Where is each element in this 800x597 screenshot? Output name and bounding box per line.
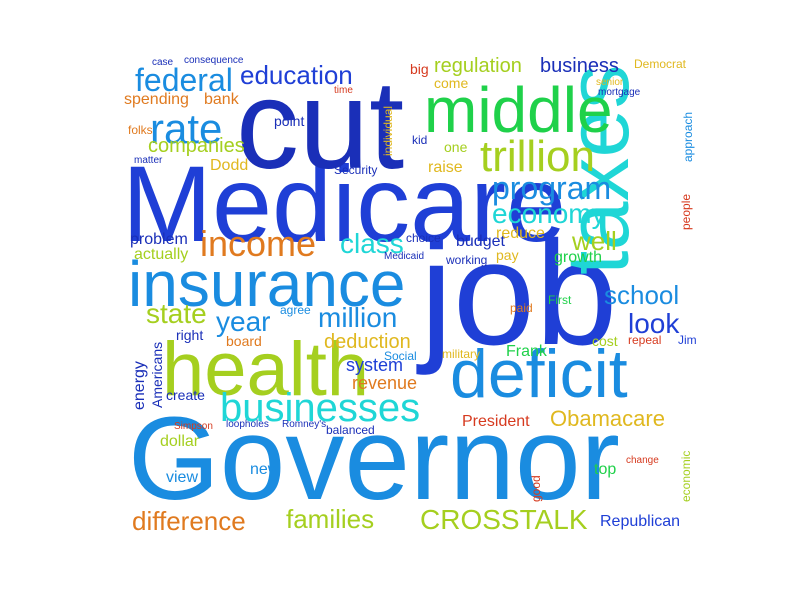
word-rate: rate	[150, 105, 223, 152]
word-one: one	[444, 139, 468, 155]
word-year: year	[216, 306, 271, 337]
word-energy: energy	[131, 361, 148, 410]
word-loopholes: loopholes	[226, 419, 269, 430]
word-pay: pay	[496, 247, 519, 263]
word-working: working	[446, 253, 488, 267]
word-cost: cost	[592, 333, 618, 349]
word-obamacare: Obamacare	[550, 406, 665, 431]
word-growth: growth	[554, 249, 603, 266]
word-repeal: repeal	[628, 333, 662, 347]
word-bank: bank	[204, 91, 239, 108]
word-first: First	[548, 293, 572, 307]
word-deficit: deficit	[450, 336, 628, 412]
word-reduce: reduce	[496, 225, 545, 242]
word-matter: matter	[134, 155, 163, 166]
word-military: military	[442, 347, 480, 361]
word-middle: middle	[424, 74, 613, 146]
word-actually: actually	[134, 246, 189, 263]
word-business: business	[540, 55, 619, 77]
word-point: point	[274, 113, 305, 129]
word-look: look	[628, 308, 680, 339]
word-revenue: revenue	[352, 373, 418, 393]
word-education: education	[240, 60, 353, 90]
word-senior: senior	[596, 77, 624, 88]
word-families: families	[286, 504, 375, 534]
word-security: Security	[334, 163, 378, 177]
word-program: program	[492, 170, 612, 206]
word-system: system	[346, 355, 404, 375]
word-spending: spending	[124, 91, 189, 108]
word-million: million	[318, 302, 398, 333]
word-time: time	[334, 85, 353, 96]
word-create: create	[166, 387, 205, 403]
word-social: Social	[384, 349, 417, 363]
word-problem: problem	[130, 231, 188, 248]
word-economic: economic	[679, 450, 693, 502]
word-jim: Jim	[678, 333, 697, 347]
word-income: income	[200, 223, 317, 264]
word-raise: raise	[428, 159, 463, 176]
word-agree: agree	[280, 303, 311, 317]
word-romneys: Romney's	[282, 419, 327, 430]
word-well: well	[572, 226, 617, 256]
word-economy: economy	[492, 198, 606, 229]
word-choice: choice	[406, 231, 441, 245]
word-come: come	[434, 75, 469, 91]
word-simpson: Simpson	[174, 421, 213, 432]
word-regulation: regulation	[434, 55, 522, 77]
word-individual: individual	[381, 105, 395, 156]
word-people: people	[679, 193, 693, 230]
word-mortgage: mortgage	[598, 87, 641, 98]
word-balanced: balanced	[326, 423, 375, 437]
word-change: change	[626, 455, 659, 466]
word-top: top	[594, 461, 617, 478]
word-governor: Governor	[128, 393, 620, 525]
word-medicare: Medicare	[122, 143, 567, 264]
word-democrat: Democrat	[634, 57, 687, 71]
word-right: right	[176, 327, 204, 343]
word-view: view	[166, 469, 199, 486]
word-consequence: consequence	[184, 55, 244, 66]
word-companies: companies	[148, 135, 245, 157]
word-paid: paid	[510, 301, 533, 315]
word-folks: folks	[128, 123, 153, 137]
word-board: board	[226, 333, 262, 349]
word-medicaid: Medicaid	[384, 251, 425, 262]
word-dollar: dollar	[160, 433, 200, 450]
word-case: case	[152, 57, 174, 68]
word-big: big	[410, 61, 429, 77]
word-approach: approach	[681, 111, 695, 162]
word-federal: federal	[135, 62, 233, 98]
word-trillion: trillion	[480, 132, 595, 181]
word-budget: budget	[456, 233, 505, 250]
word-americans: Americans	[149, 341, 165, 408]
word-difference: difference	[132, 506, 246, 536]
word-job: job	[420, 211, 618, 376]
word-republican: Republican	[600, 513, 681, 530]
word-cut: cut	[236, 54, 405, 195]
word-insurance: insurance	[128, 248, 406, 320]
word-dodd: Dodd	[210, 157, 249, 174]
word-state: state	[146, 298, 207, 329]
word-health: health	[162, 327, 370, 412]
word-deduction: deduction	[324, 331, 411, 353]
word-president: President	[462, 413, 530, 430]
word-crosstalk: CROSSTALK	[420, 504, 588, 535]
word-school: school	[604, 280, 680, 310]
word-frank: Frank	[506, 343, 547, 360]
word-good: good	[529, 475, 543, 502]
word-new: new	[250, 461, 280, 478]
word-businesses: businesses	[220, 386, 421, 430]
word-class: class	[340, 228, 404, 259]
word-kid: kid	[412, 133, 428, 147]
